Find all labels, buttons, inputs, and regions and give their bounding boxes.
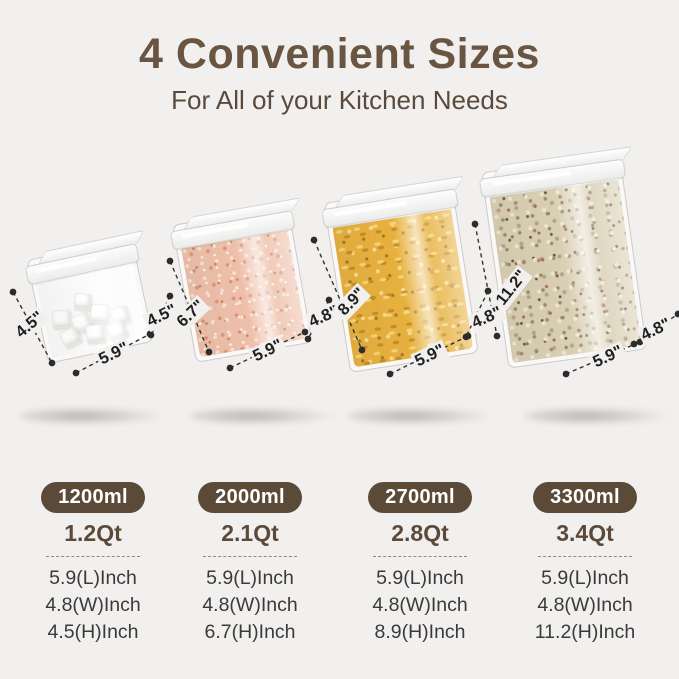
dashed-divider xyxy=(203,556,297,557)
sugar-cube xyxy=(85,323,107,344)
length-spec: 5.9(L)Inch xyxy=(206,567,294,589)
page-subtitle: For All of your Kitchen Needs xyxy=(171,85,508,115)
height-spec: 8.9(H)Inch xyxy=(374,621,466,643)
header: 4 Convenient Sizes For All of your Kitch… xyxy=(0,30,679,116)
container-granola xyxy=(478,146,648,369)
container-body xyxy=(321,175,479,373)
spec-column-2000ml: 2000ml 2.1Qt 5.9(L)Inch 4.8(W)Inch 6.7(H… xyxy=(165,482,335,646)
length-spec: 5.9(L)Inch xyxy=(376,567,464,589)
spec-column-3300ml: 3300ml 3.4Qt 5.9(L)Inch 4.8(W)Inch 11.2(… xyxy=(500,482,670,646)
volume-badge: 3300ml xyxy=(533,482,637,513)
length-spec: 5.9(L)Inch xyxy=(541,567,629,589)
container-body xyxy=(478,146,648,369)
container-pasta xyxy=(321,175,479,373)
dashed-divider xyxy=(538,556,632,557)
height-spec: 6.7(H)Inch xyxy=(204,621,296,643)
quart-label: 3.4Qt xyxy=(556,520,614,546)
container-sugar xyxy=(24,230,155,364)
width-spec: 4.8(W)Inch xyxy=(202,594,298,616)
container-body xyxy=(169,197,313,363)
spec-column-1200ml: 1200ml 1.2Qt 5.9(L)Inch 4.8(W)Inch 4.5(H… xyxy=(8,482,178,646)
height-spec: 11.2(H)Inch xyxy=(534,621,636,643)
quart-label: 2.8Qt xyxy=(391,520,449,546)
container-shadow xyxy=(20,406,170,426)
dashed-divider xyxy=(373,556,467,557)
width-spec: 4.8(W)Inch xyxy=(45,594,141,616)
width-spec: 4.8(W)Inch xyxy=(537,594,633,616)
container-body xyxy=(24,230,155,364)
spec-column-2700ml: 2700ml 2.8Qt 5.9(L)Inch 4.8(W)Inch 8.9(H… xyxy=(335,482,505,646)
length-spec: 5.9(L)Inch xyxy=(49,567,137,589)
height-spec: 4.5(H)Inch xyxy=(47,621,139,643)
volume-badge: 1200ml xyxy=(41,482,145,513)
page-title: 4 Convenient Sizes xyxy=(139,30,540,78)
container-shadow xyxy=(525,406,675,426)
container-shadow xyxy=(348,406,498,426)
container-shadow xyxy=(190,406,340,426)
quart-label: 1.2Qt xyxy=(64,520,122,546)
sugar-cube xyxy=(89,303,111,324)
container-salt xyxy=(169,197,313,363)
dashed-divider xyxy=(46,556,140,557)
volume-badge: 2700ml xyxy=(368,482,472,513)
pink-salt-content xyxy=(181,230,307,358)
volume-badge: 2000ml xyxy=(198,482,302,513)
sugar-cube xyxy=(51,309,72,329)
sugar-cube xyxy=(73,292,92,311)
quart-label: 2.1Qt xyxy=(221,520,279,546)
width-spec: 4.8(W)Inch xyxy=(372,594,468,616)
